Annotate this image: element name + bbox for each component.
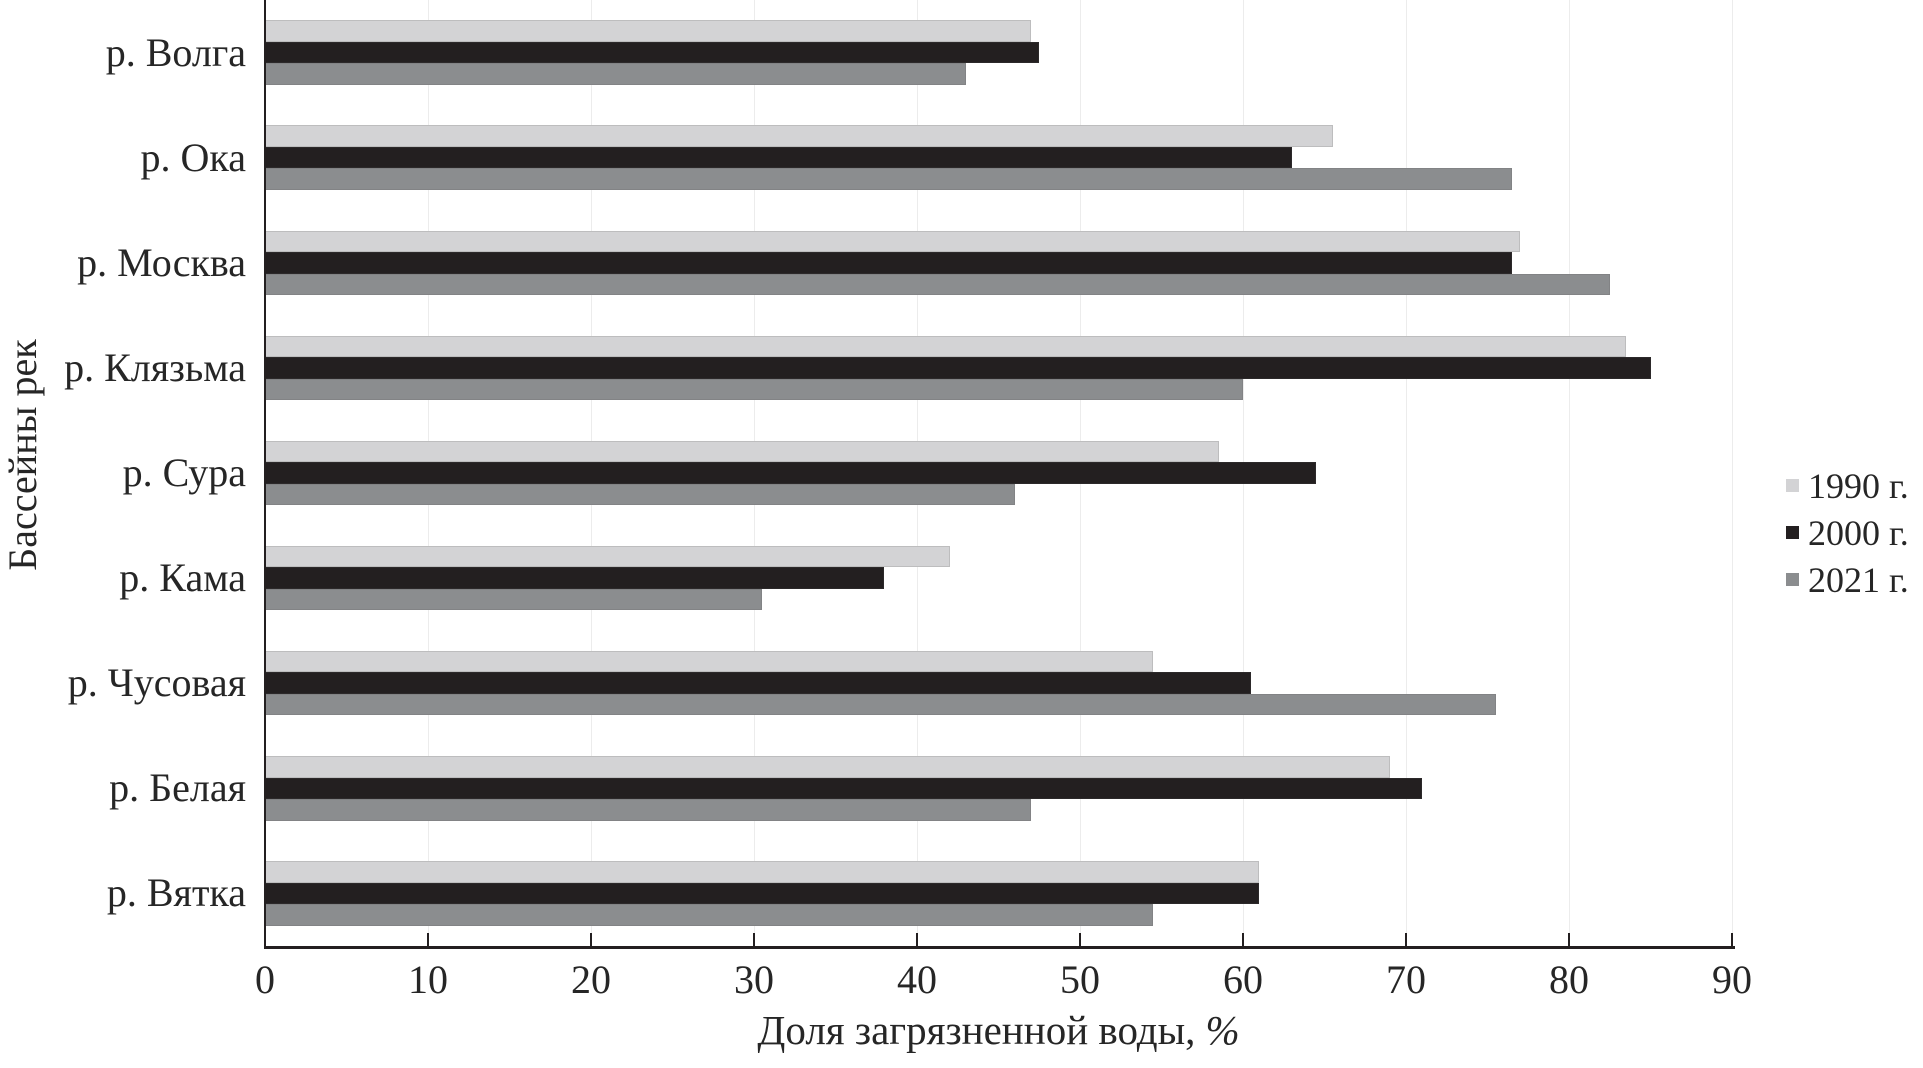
bar-series-2-cat-1 xyxy=(265,168,1512,190)
x-axis-title-percent-symbol: % xyxy=(1205,1007,1240,1053)
x-tick xyxy=(752,933,756,946)
legend-label: 1990 г. xyxy=(1808,465,1909,506)
bar-series-0-cat-8 xyxy=(265,861,1260,883)
bar-series-1-cat-2 xyxy=(265,252,1512,274)
x-tick xyxy=(1730,933,1734,946)
gridline xyxy=(591,0,592,946)
bar-group-row xyxy=(265,0,1040,105)
x-tick-label: 50 xyxy=(1060,957,1100,1002)
bar-series-1-cat-5 xyxy=(265,567,885,589)
x-tick xyxy=(1078,933,1082,946)
category-label: р. Белая xyxy=(109,765,246,811)
y-axis-title: Бассейны рек xyxy=(0,339,45,571)
bar-series-0-cat-4 xyxy=(265,440,1219,463)
bar-series-2-cat-6 xyxy=(265,693,1496,716)
x-axis-title: Доля загрязненной воды,% xyxy=(265,1006,1732,1055)
gridline xyxy=(1243,0,1244,946)
x-axis-line xyxy=(263,946,1735,949)
bar-group-row xyxy=(265,631,1496,736)
x-tick-label: 20 xyxy=(571,957,611,1002)
x-tick xyxy=(915,933,919,946)
gridline xyxy=(1569,0,1570,946)
bar-series-0-cat-5 xyxy=(265,545,950,568)
bar-group-row xyxy=(265,526,950,631)
bar-series-1-cat-7 xyxy=(265,777,1423,800)
bar-series-0-cat-6 xyxy=(265,650,1154,673)
x-tick-label: 30 xyxy=(734,957,774,1002)
bar-series-0-cat-0 xyxy=(265,20,1032,42)
x-tick-label: 10 xyxy=(408,957,448,1002)
bar-series-2-cat-3 xyxy=(265,378,1243,401)
bar-series-2-cat-5 xyxy=(265,588,763,611)
bar-group-row xyxy=(265,105,1512,210)
bar-group-row xyxy=(265,736,1423,841)
x-tick xyxy=(426,933,430,946)
x-tick-label: 70 xyxy=(1386,957,1426,1002)
legend-item: 2000 г. xyxy=(1786,509,1909,556)
legend-swatch-2021 xyxy=(1786,573,1799,586)
legend-item: 2021 г. xyxy=(1786,556,1909,603)
x-tick-label: 90 xyxy=(1712,957,1752,1002)
legend-label: 2021 г. xyxy=(1808,559,1909,600)
bar-group-row xyxy=(265,210,1610,315)
gridline xyxy=(754,0,755,946)
bar-series-0-cat-2 xyxy=(265,230,1521,253)
category-label: р. Волга xyxy=(105,29,246,75)
bar-series-2-cat-2 xyxy=(265,273,1610,296)
legend-swatch-2000 xyxy=(1786,526,1799,539)
bar-series-2-cat-7 xyxy=(265,799,1032,821)
x-tick-label: 60 xyxy=(1223,957,1263,1002)
gridline xyxy=(1406,0,1407,946)
x-tick xyxy=(1241,933,1245,946)
bar-series-1-cat-4 xyxy=(265,462,1317,484)
bar-series-1-cat-0 xyxy=(265,41,1040,64)
x-axis-title-text: Доля загрязненной воды, xyxy=(757,1007,1196,1053)
bar-series-0-cat-7 xyxy=(265,756,1390,778)
x-tick-label: 0 xyxy=(255,957,275,1002)
x-tick xyxy=(589,933,593,946)
x-tick xyxy=(1567,933,1571,946)
bar-series-1-cat-6 xyxy=(265,672,1252,694)
gridline xyxy=(1080,0,1081,946)
legend-label: 2000 г. xyxy=(1808,512,1909,553)
bar-series-0-cat-1 xyxy=(265,125,1333,147)
legend-swatch-1990 xyxy=(1786,479,1799,492)
bar-series-2-cat-0 xyxy=(265,63,966,85)
gridline xyxy=(1732,0,1733,946)
y-axis-line xyxy=(263,0,266,949)
category-label: р. Ока xyxy=(140,134,246,180)
bar-group-row xyxy=(265,315,1651,420)
bar-series-0-cat-3 xyxy=(265,335,1627,358)
bar-series-1-cat-1 xyxy=(265,146,1292,169)
x-tick-label: 40 xyxy=(897,957,937,1002)
bar-series-1-cat-8 xyxy=(265,882,1260,905)
bar-group-row xyxy=(265,420,1317,525)
x-tick-label: 80 xyxy=(1549,957,1589,1002)
legend-item: 1990 г. xyxy=(1786,462,1909,509)
gridline xyxy=(917,0,918,946)
x-tick xyxy=(1404,933,1408,946)
bar-series-1-cat-3 xyxy=(265,357,1651,379)
legend: 1990 г. 2000 г. 2021 г. xyxy=(1786,462,1909,603)
bar-group-row xyxy=(265,841,1260,946)
bar-series-2-cat-8 xyxy=(265,904,1154,926)
bar-series-2-cat-4 xyxy=(265,483,1015,506)
x-tick xyxy=(263,933,267,946)
category-label: р. Вятка xyxy=(106,870,246,916)
gridline xyxy=(428,0,429,946)
